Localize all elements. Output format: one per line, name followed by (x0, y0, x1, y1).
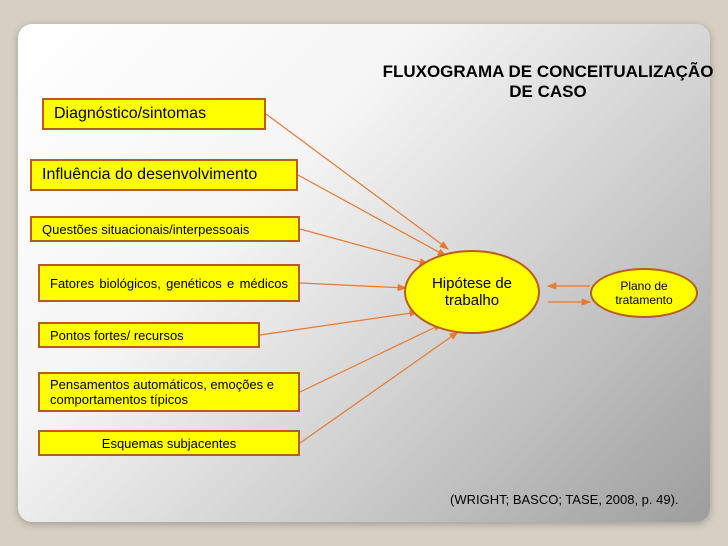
input-box-3: Fatores biológicos, genéticos e médicos (38, 264, 300, 302)
box-label: Esquemas subjacentes (102, 436, 236, 451)
slide-content: FLUXOGRAMA DE CONCEITUALIZAÇÃO DE CASO D… (18, 24, 710, 522)
input-box-0: Diagnóstico/sintomas (42, 98, 266, 130)
box-label: Diagnóstico/sintomas (54, 105, 206, 123)
box-label: Pontos fortes/ recursos (50, 328, 184, 343)
ellipse-label: Plano de tratamento (598, 279, 690, 307)
input-box-5: Pensamentos automáticos, emoções e compo… (38, 372, 300, 412)
input-box-4: Pontos fortes/ recursos (38, 322, 260, 348)
ellipse-plan: Plano de tratamento (590, 268, 698, 318)
arrow-2 (300, 229, 428, 264)
title-line1: FLUXOGRAMA DE CONCEITUALIZAÇÃO (378, 62, 718, 82)
arrow-5 (300, 324, 442, 392)
arrow-1 (298, 175, 446, 256)
box-label: Fatores biológicos, genéticos e médicos (50, 276, 288, 291)
input-box-1: Influência do desenvolvimento (30, 159, 298, 191)
diagram-title: FLUXOGRAMA DE CONCEITUALIZAÇÃO DE CASO (378, 62, 718, 102)
slide-panel: FLUXOGRAMA DE CONCEITUALIZAÇÃO DE CASO D… (18, 24, 710, 522)
ellipse-hypothesis: Hipótese de trabalho (404, 250, 540, 334)
box-label: Pensamentos automáticos, emoções e compo… (50, 377, 288, 407)
citation-text: (WRIGHT; BASCO; TASE, 2008, p. 49). (450, 492, 679, 507)
box-label: Questões situacionais/interpessoais (42, 222, 249, 237)
ellipse-label: Hipótese de trabalho (412, 275, 532, 309)
box-label: Influência do desenvolvimento (42, 166, 257, 184)
input-box-2: Questões situacionais/interpessoais (30, 216, 300, 242)
title-line2: DE CASO (378, 82, 718, 102)
arrow-6 (300, 332, 458, 443)
input-box-6: Esquemas subjacentes (38, 430, 300, 456)
arrow-3 (300, 283, 406, 288)
arrow-4 (260, 312, 418, 335)
